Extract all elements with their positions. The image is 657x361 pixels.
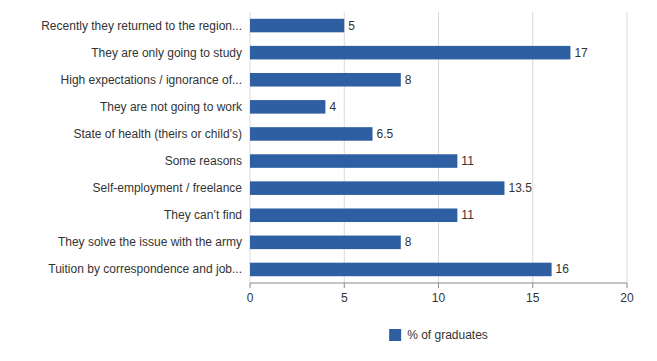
category-label: Recently they returned to the region... xyxy=(41,19,242,33)
data-label: 11 xyxy=(461,154,474,168)
x-axis: 0 5 10 15 20 xyxy=(247,283,634,305)
category-label: State of health (theirs or child’s) xyxy=(73,127,242,141)
tick-label: 15 xyxy=(526,291,540,305)
chart-container: 16 8 11 13.5 11 6.5 4 8 17 5 Tuition by correspond… xyxy=(0,0,657,361)
category-label: They are only going to study xyxy=(91,46,242,60)
category-label: They can’t find xyxy=(164,208,242,222)
tick-label: 5 xyxy=(341,291,348,305)
bar xyxy=(250,236,401,250)
bar xyxy=(250,19,344,33)
tick-label: 0 xyxy=(247,291,254,305)
category-label: Tuition by correspondence and job... xyxy=(48,262,242,276)
tick-mark xyxy=(627,283,628,288)
bar xyxy=(250,73,401,87)
data-label: 8 xyxy=(405,73,412,87)
data-label: 5 xyxy=(348,19,355,33)
bar xyxy=(250,263,552,277)
legend: % of graduates xyxy=(389,328,488,342)
category-label: Some reasons xyxy=(165,154,242,168)
legend-label: % of graduates xyxy=(407,328,488,342)
data-label: 17 xyxy=(574,46,588,60)
chart: 16 8 11 13.5 11 6.5 4 8 17 5 Tuition by correspond… xyxy=(0,0,657,361)
tick-label: 20 xyxy=(620,291,634,305)
grid-line xyxy=(627,12,628,283)
grid xyxy=(250,12,627,283)
data-label: 13.5 xyxy=(508,181,532,195)
category-label: They are not going to work xyxy=(100,100,243,114)
tick-mark xyxy=(250,283,251,288)
tick-mark xyxy=(438,283,439,288)
bar xyxy=(250,208,457,222)
bar xyxy=(250,154,457,168)
category-label: Self-employment / freelance xyxy=(93,181,243,195)
category-label: They solve the issue with the army xyxy=(58,235,242,249)
y-axis: Tuition by correspondence and job... They… xyxy=(41,19,243,277)
bars xyxy=(250,19,570,276)
data-label: 4 xyxy=(329,100,336,114)
legend-swatch xyxy=(389,329,401,341)
bar xyxy=(250,127,373,141)
tick-mark xyxy=(532,283,533,288)
data-label: 8 xyxy=(405,235,412,249)
bar xyxy=(250,46,570,60)
data-label: 16 xyxy=(556,262,570,276)
data-label: 11 xyxy=(461,208,474,222)
data-label: 6.5 xyxy=(377,127,394,141)
category-label: High expectations / ignorance of... xyxy=(61,73,242,87)
tick-label: 10 xyxy=(432,291,446,305)
bar xyxy=(250,181,504,195)
tick-mark xyxy=(344,283,345,288)
data-labels: 16 8 11 13.5 11 6.5 4 8 17 5 xyxy=(329,19,588,277)
bar xyxy=(250,100,325,114)
